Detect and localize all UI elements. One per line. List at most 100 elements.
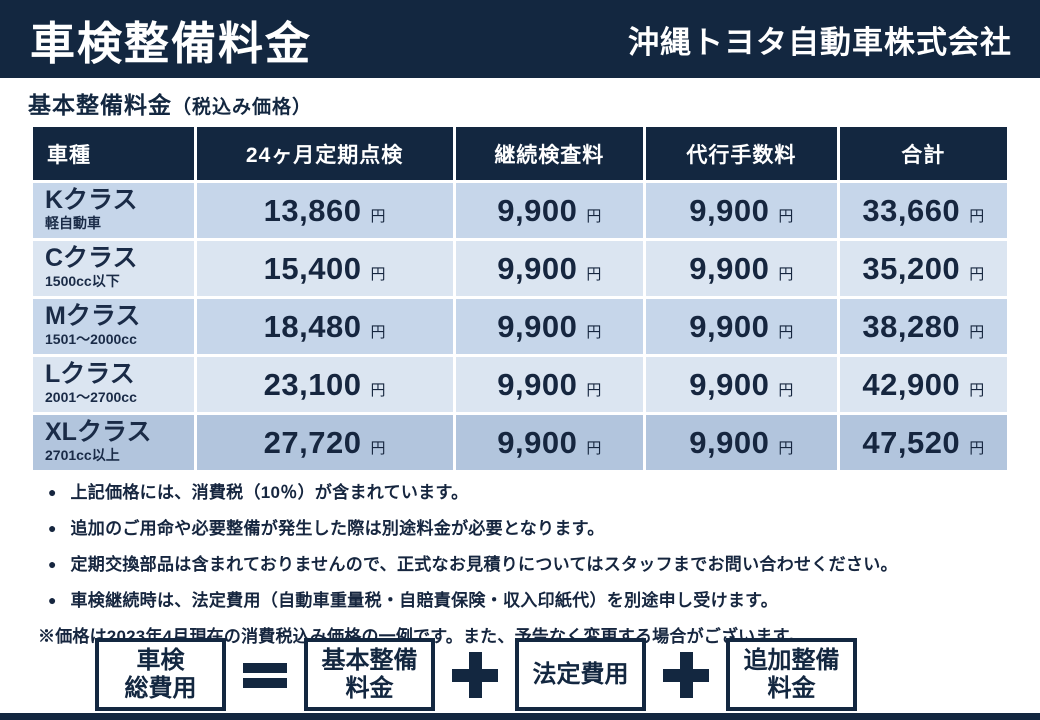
note-item: ● 定期交換部品は含まれておりませんので、正式なお見積りについてはスタッフまでお… <box>48 550 1008 575</box>
periodic-price-cell: 13,860 円 <box>196 183 453 238</box>
inspection-price-cell: 9,900 円 <box>455 241 644 296</box>
yen-unit: 円 <box>969 323 985 341</box>
total-price-cell: 47,520 円 <box>839 415 1007 470</box>
yen-unit: 円 <box>778 323 794 341</box>
formula-box-line: 法定費用 <box>532 660 629 688</box>
formula-box-line: 車検 <box>136 646 185 674</box>
yen-unit: 円 <box>370 439 386 457</box>
note-text: 追加のご用命や必要整備が発生した際は別途料金が必要となります。 <box>70 519 605 538</box>
top-banner: 車検整備料金 沖縄トヨタ自動車株式会社 <box>0 0 1040 78</box>
formula-box-total-cost: 車検 総費用 <box>95 638 226 711</box>
table-row-l-class: Lクラス 2001～2700cc 23,100 円 9,900 円 9,900 円 4… <box>33 357 1007 412</box>
table-header-row: 車種 24ヶ月定期点検 継続検査料 代行手数料 合計 <box>33 127 1007 180</box>
page-title: 車検整備料金 <box>30 17 313 69</box>
inspection-price-cell: 9,900 円 <box>455 299 644 354</box>
class-cell: XLクラス 2701cc以上 <box>33 415 194 470</box>
total-price-cell: 38,280 円 <box>839 299 1007 354</box>
note-item: ● 車検継続時は、法定費用（自動車重量税・自賠責保険・収入印紙代）を別途申し受け… <box>48 586 1008 611</box>
price-value: 15,400 <box>263 250 362 286</box>
total-price-cell: 42,900 円 <box>839 357 1007 412</box>
section-title: 基本整備料金（税込み価格） <box>28 86 312 120</box>
company-name: 沖縄トヨタ自動車株式会社 <box>628 24 1012 60</box>
periodic-price-cell: 18,480 円 <box>196 299 453 354</box>
plus-icon <box>452 651 498 699</box>
pricing-table: 車種 24ヶ月定期点検 継続検査料 代行手数料 合計 Kクラス 軽自動車 13,… <box>30 124 1010 473</box>
yen-unit: 円 <box>969 265 985 283</box>
yen-unit: 円 <box>778 381 794 399</box>
notes-list: ● 上記価格には、消費税（10％）が含まれています。 ● 追加のご用命や必要整備… <box>38 478 1008 647</box>
formula-box-basic-maintenance: 基本整備 料金 <box>304 638 435 711</box>
class-cell: Mクラス 1501～2000cc <box>33 299 194 354</box>
price-value: 9,900 <box>497 366 578 402</box>
agency-price-cell: 9,900 円 <box>646 357 837 412</box>
yen-unit: 円 <box>778 207 794 225</box>
cost-formula: 車検 総費用 基本整備 料金 法定費用 追加整備 料金 <box>95 638 857 711</box>
note-text: 車検継続時は、法定費用（自動車重量税・自賠責保険・収入印紙代）を別途申し受けます… <box>70 591 779 610</box>
section-title-main: 基本整備料金 <box>28 92 172 118</box>
class-cell: Kクラス 軽自動車 <box>33 183 194 238</box>
class-name: XLクラス <box>45 417 152 446</box>
price-value: 9,900 <box>689 250 770 286</box>
price-value: 9,900 <box>497 192 578 228</box>
note-item: ● 上記価格には、消費税（10％）が含まれています。 <box>48 478 1008 503</box>
note-item: ● 追加のご用命や必要整備が発生した際は別途料金が必要となります。 <box>48 514 1008 539</box>
yen-unit: 円 <box>370 323 386 341</box>
table-row-k-class: Kクラス 軽自動車 13,860 円 9,900 円 9,900 円 33,660 円 <box>33 183 1007 238</box>
price-value: 9,900 <box>689 192 770 228</box>
agency-price-cell: 9,900 円 <box>646 183 837 238</box>
class-note: 1500cc以下 <box>45 273 120 290</box>
price-value: 33,660 <box>862 192 961 228</box>
formula-box-line: 追加整備 <box>743 646 840 674</box>
column-header-total: 合計 <box>839 127 1007 180</box>
price-value: 47,520 <box>862 424 961 460</box>
class-name: Kクラス <box>45 185 138 214</box>
total-price-cell: 33,660 円 <box>839 183 1007 238</box>
price-value: 42,900 <box>862 366 961 402</box>
equals-icon <box>243 651 287 699</box>
inspection-price-cell: 9,900 円 <box>455 183 644 238</box>
agency-price-cell: 9,900 円 <box>646 415 837 470</box>
periodic-price-cell: 15,400 円 <box>196 241 453 296</box>
price-value: 18,480 <box>263 308 362 344</box>
yen-unit: 円 <box>969 439 985 457</box>
price-value: 9,900 <box>689 424 770 460</box>
formula-box-line: 料金 <box>345 674 394 702</box>
yen-unit: 円 <box>778 439 794 457</box>
bullet-icon: ● <box>48 520 57 536</box>
class-cell: Lクラス 2001～2700cc <box>33 357 194 412</box>
price-value: 9,900 <box>689 366 770 402</box>
note-text: 上記価格には、消費税（10％）が含まれています。 <box>70 483 469 502</box>
bullet-icon: ● <box>48 484 57 500</box>
inspection-price-cell: 9,900 円 <box>455 415 644 470</box>
bottom-accent-bar <box>0 713 1040 720</box>
bullet-icon: ● <box>48 556 57 572</box>
inspection-price-cell: 9,900 円 <box>455 357 644 412</box>
price-value: 23,100 <box>263 366 362 402</box>
agency-price-cell: 9,900 円 <box>646 299 837 354</box>
yen-unit: 円 <box>586 265 602 283</box>
yen-unit: 円 <box>586 207 602 225</box>
bullet-icon: ● <box>48 592 57 608</box>
yen-unit: 円 <box>370 265 386 283</box>
class-note: 軽自動車 <box>45 215 101 232</box>
yen-unit: 円 <box>969 381 985 399</box>
yen-unit: 円 <box>778 265 794 283</box>
class-cell: Cクラス 1500cc以下 <box>33 241 194 296</box>
periodic-price-cell: 23,100 円 <box>196 357 453 412</box>
column-header-class: 車種 <box>33 127 194 180</box>
class-note: 1501～2000cc <box>45 331 137 348</box>
price-value: 9,900 <box>689 308 770 344</box>
yen-unit: 円 <box>969 207 985 225</box>
class-note: 2001～2700cc <box>45 389 137 406</box>
column-header-periodic: 24ヶ月定期点検 <box>196 127 453 180</box>
plus-icon <box>663 651 709 699</box>
formula-box-line: 基本整備 <box>321 646 418 674</box>
total-price-cell: 35,200 円 <box>839 241 1007 296</box>
formula-box-legal-fees: 法定費用 <box>515 638 646 711</box>
yen-unit: 円 <box>586 439 602 457</box>
price-value: 9,900 <box>497 250 578 286</box>
class-name: Cクラス <box>45 243 138 272</box>
price-value: 27,720 <box>263 424 362 460</box>
periodic-price-cell: 27,720 円 <box>196 415 453 470</box>
